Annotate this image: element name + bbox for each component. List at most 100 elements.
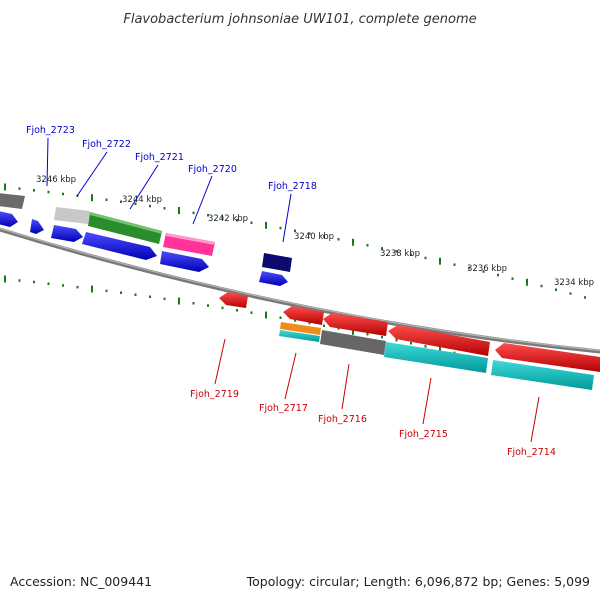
minor-tick (163, 207, 166, 210)
map-title: Flavobacterium johnsoniae UW101, complet… (123, 12, 476, 27)
minor-tick (134, 293, 137, 296)
arrow-red-4[interactable] (388, 325, 490, 356)
minor-tick (410, 342, 412, 345)
minor-tick (395, 250, 398, 253)
minor-tick (294, 229, 296, 232)
scale-labels: 3246 kbp 3244 kbp 3242 kbp 3240 kbp 3238… (36, 175, 594, 288)
minor-tick (120, 200, 122, 203)
minor-tick (192, 211, 195, 215)
gene-label-fjoh-2715[interactable]: Fjoh_2715 (399, 429, 448, 440)
minor-tick (62, 284, 64, 287)
minor-tick (453, 263, 456, 266)
minor-tick (236, 218, 238, 222)
major-tick (526, 278, 528, 286)
feature-orange[interactable] (280, 322, 321, 335)
arrow-blue-5[interactable] (160, 251, 209, 272)
major-tick (91, 194, 93, 202)
feature-gray-left[interactable] (0, 193, 25, 209)
leader-line (530, 396, 540, 443)
minor-tick (366, 333, 369, 336)
gene-label-fjoh-2723[interactable]: Fjoh_2723 (26, 125, 75, 136)
gene-label-fjoh-2716[interactable]: Fjoh_2716 (318, 414, 367, 425)
major-tick (265, 311, 267, 319)
minor-tick (482, 270, 485, 273)
minor-tick (337, 327, 340, 330)
minor-tick (250, 221, 253, 224)
gene-label-fjoh-2717[interactable]: Fjoh_2717 (259, 403, 308, 414)
minor-tick (18, 187, 21, 190)
kbp-label-3236: 3236 kbp (467, 264, 507, 274)
minor-tick (294, 319, 296, 322)
minor-tick (410, 253, 412, 256)
arrow-red-5[interactable] (495, 343, 600, 372)
feature-cyan-2[interactable] (491, 360, 594, 390)
minor-tick (207, 304, 209, 307)
minor-tick (33, 280, 35, 284)
minor-tick (424, 345, 427, 348)
feature-cyan-1[interactable] (384, 342, 488, 373)
arrow-blue-2[interactable] (30, 219, 44, 234)
arrow-blue-1[interactable] (0, 211, 18, 227)
gene-label-fjoh-2714[interactable]: Fjoh_2714 (507, 447, 556, 458)
gene-label-fjoh-2718[interactable]: Fjoh_2718 (268, 181, 317, 192)
leader-line (341, 363, 350, 410)
leader-line (422, 377, 432, 425)
minor-tick (221, 306, 224, 310)
minor-tick (511, 277, 514, 280)
gene-label-fjoh-2721[interactable]: Fjoh_2721 (135, 152, 184, 163)
kbp-label-3238: 3238 kbp (380, 249, 420, 259)
arrow-blue-6[interactable] (259, 271, 288, 286)
minor-tick (18, 279, 21, 282)
minor-tick (381, 335, 383, 339)
accession-text: Accession: NC_009441 (10, 574, 152, 589)
genome-backbone (0, 227, 600, 354)
minor-tick (584, 296, 586, 299)
feature-green[interactable] (88, 212, 162, 244)
minor-tick (366, 244, 369, 247)
minor-tick (236, 309, 238, 312)
minor-tick (468, 266, 470, 270)
minor-tick (105, 198, 108, 201)
arrow-red-1[interactable] (219, 292, 248, 308)
minor-tick (134, 202, 137, 206)
major-tick (352, 238, 354, 246)
minor-tick (221, 216, 224, 219)
feature-navy[interactable] (262, 253, 292, 272)
leader-line (46, 137, 49, 187)
arrow-blue-4[interactable] (82, 232, 157, 260)
arrow-red-2[interactable] (283, 306, 324, 325)
feature-cyan-small[interactable] (279, 330, 320, 342)
leader-line (214, 338, 226, 385)
minor-tick (105, 289, 108, 293)
minor-tick (424, 256, 427, 260)
arrow-blue-3[interactable] (51, 225, 83, 242)
kbp-label-3242: 3242 kbp (208, 214, 248, 224)
minor-tick (323, 324, 325, 327)
arrow-red-3[interactable] (323, 313, 388, 336)
leader-line (76, 151, 108, 197)
gene-label-fjoh-2720[interactable]: Fjoh_2720 (188, 164, 237, 175)
feature-magenta[interactable] (163, 233, 215, 256)
leader-line (129, 164, 159, 210)
minor-tick (279, 316, 282, 319)
minor-tick (569, 292, 572, 295)
gene-label-fjoh-2719[interactable]: Fjoh_2719 (190, 389, 239, 400)
minor-tick (149, 204, 151, 208)
major-tick (178, 297, 180, 305)
minor-tick (381, 247, 383, 250)
leader-line (284, 352, 297, 400)
major-tick (352, 327, 354, 335)
feature-lightgray[interactable] (54, 207, 90, 224)
minor-tick (47, 190, 50, 194)
major-tick (4, 275, 6, 283)
minor-tick (192, 302, 195, 305)
major-tick (439, 257, 441, 265)
genome-summary-text: Topology: circular; Length: 6,096,872 bp… (246, 574, 590, 589)
minor-tick (337, 238, 340, 241)
minor-tick (62, 192, 64, 196)
minor-tick (250, 311, 253, 314)
major-tick (265, 221, 267, 229)
feature-dark-gray[interactable] (320, 330, 386, 355)
gene-label-fjoh-2722[interactable]: Fjoh_2722 (82, 139, 131, 150)
